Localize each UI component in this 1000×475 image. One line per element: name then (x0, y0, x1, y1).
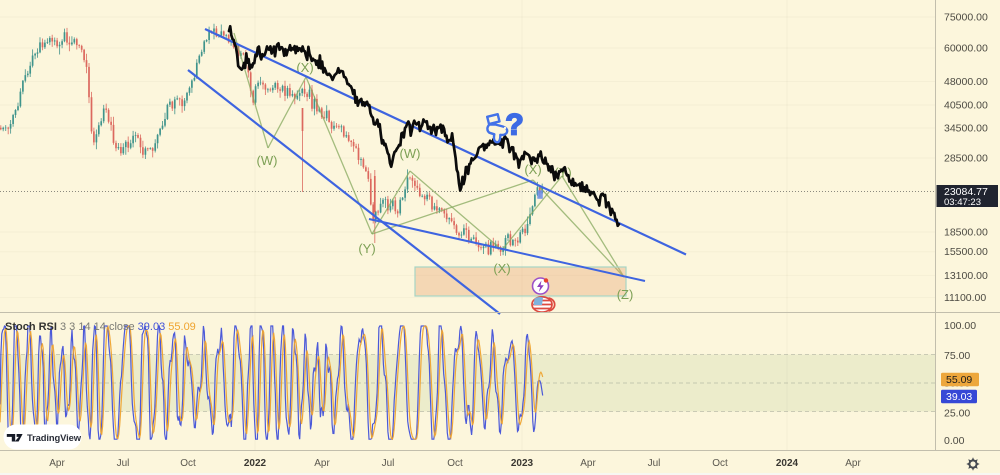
svg-text:Apr: Apr (580, 458, 596, 469)
svg-text:40500.00: 40500.00 (944, 100, 988, 112)
svg-text:(X): (X) (296, 60, 313, 75)
svg-text:Oct: Oct (447, 458, 463, 469)
svg-text:13100.00: 13100.00 (944, 270, 988, 282)
svg-text:Jul: Jul (648, 458, 661, 469)
svg-text:Apr: Apr (49, 458, 65, 469)
svg-text:23084.77: 23084.77 (944, 186, 988, 198)
svg-text:2023: 2023 (511, 458, 534, 469)
svg-text:2022: 2022 (244, 458, 267, 469)
svg-text:(W): (W) (400, 146, 421, 161)
svg-text:Jul: Jul (117, 458, 130, 469)
svg-text:Stoch RSI 3 3 14 14 close 39.: Stoch RSI 3 3 14 14 close 39.03 55.09 (5, 321, 196, 333)
svg-text:Apr: Apr (845, 458, 861, 469)
svg-text:(Z): (Z) (617, 287, 634, 302)
svg-text:28500.00: 28500.00 (944, 153, 988, 165)
svg-text:55.09: 55.09 (946, 374, 972, 386)
svg-text:(W): (W) (257, 153, 278, 168)
svg-text:(X): (X) (524, 162, 541, 177)
svg-text:75.00: 75.00 (944, 350, 970, 362)
svg-text:75000.00: 75000.00 (944, 12, 988, 24)
svg-text:Jul: Jul (382, 458, 395, 469)
svg-text:Apr: Apr (314, 458, 330, 469)
svg-text:(Y): (Y) (358, 241, 375, 256)
svg-text:2024: 2024 (776, 458, 799, 469)
svg-text:03:47:23: 03:47:23 (944, 197, 981, 208)
svg-text:?: ? (505, 109, 523, 142)
svg-text:Oct: Oct (712, 458, 728, 469)
svg-text:15500.00: 15500.00 (944, 246, 988, 258)
svg-text:(X): (X) (493, 261, 510, 276)
svg-text:100.00: 100.00 (944, 320, 976, 332)
svg-text:0.00: 0.00 (944, 435, 965, 447)
svg-text:60000.00: 60000.00 (944, 43, 988, 55)
svg-text:48000.00: 48000.00 (944, 76, 988, 88)
svg-text:Oct: Oct (180, 458, 196, 469)
svg-text:18500.00: 18500.00 (944, 227, 988, 239)
svg-text:25.00: 25.00 (944, 408, 970, 420)
svg-text:11100.00: 11100.00 (944, 292, 986, 304)
svg-text:TradingView: TradingView (27, 432, 82, 443)
svg-text:34500.00: 34500.00 (944, 123, 988, 135)
svg-text:39.03: 39.03 (946, 391, 972, 403)
